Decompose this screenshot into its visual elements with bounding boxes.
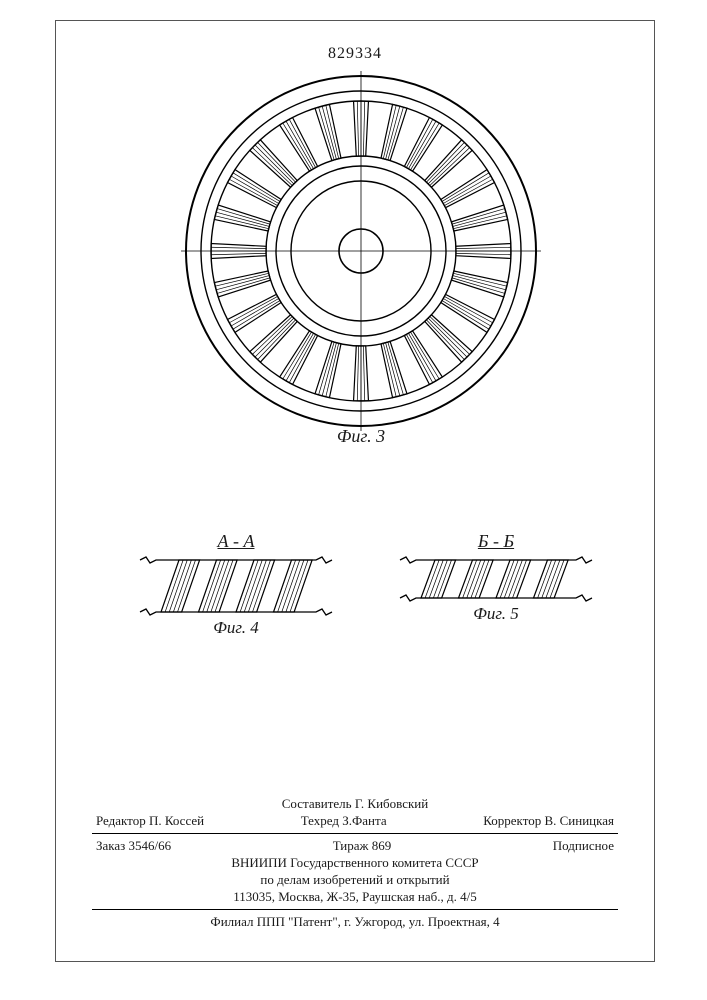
footer-rule-1 [92,833,618,834]
footer-addr: 113035, Москва, Ж-35, Раушская наб., д. … [92,889,618,905]
footer-rule-2 [92,909,618,910]
section-a: А - А Фиг. 4 [126,531,346,638]
section-a-figure [136,556,336,616]
footer-org-2: по делам изобретений и открытий [92,872,618,888]
footer-techred: Техред З.Фанта [301,813,387,829]
section-a-caption: Фиг. 4 [126,618,346,638]
footer-org-1: ВНИИПИ Государственного комитета СССР [92,855,618,871]
section-b-caption: Фиг. 5 [386,604,606,624]
section-b-figure [396,556,596,602]
footer-credits: Редактор П. Коссей Техред З.Фанта Коррек… [92,813,618,829]
footer: Составитель Г. Кибовский Редактор П. Кос… [92,795,618,931]
section-b: Б - Б Фиг. 5 [386,531,606,624]
footer-branch: Филиал ППП "Патент", г. Ужгород, ул. Про… [92,914,618,930]
patent-number: 829334 [56,45,654,63]
footer-compiler: Составитель Г. Кибовский [92,796,618,812]
footer-edition: Тираж 869 [333,838,392,854]
footer-order-num: Заказ 3546/66 [96,838,171,854]
figure-3 [181,71,541,431]
section-b-title: Б - Б [386,531,606,552]
section-a-title: А - А [126,531,346,552]
footer-order: Заказ 3546/66 Тираж 869 Подписное [92,838,618,854]
footer-editor: Редактор П. Коссей [96,813,204,829]
footer-subscription: Подписное [553,838,614,854]
sections-row: А - А Фиг. 4 Б - Б Фиг. 5 [96,531,614,631]
figure-3-caption: Фиг. 3 [181,426,541,447]
footer-corrector: Корректор В. Синицкая [483,813,614,829]
